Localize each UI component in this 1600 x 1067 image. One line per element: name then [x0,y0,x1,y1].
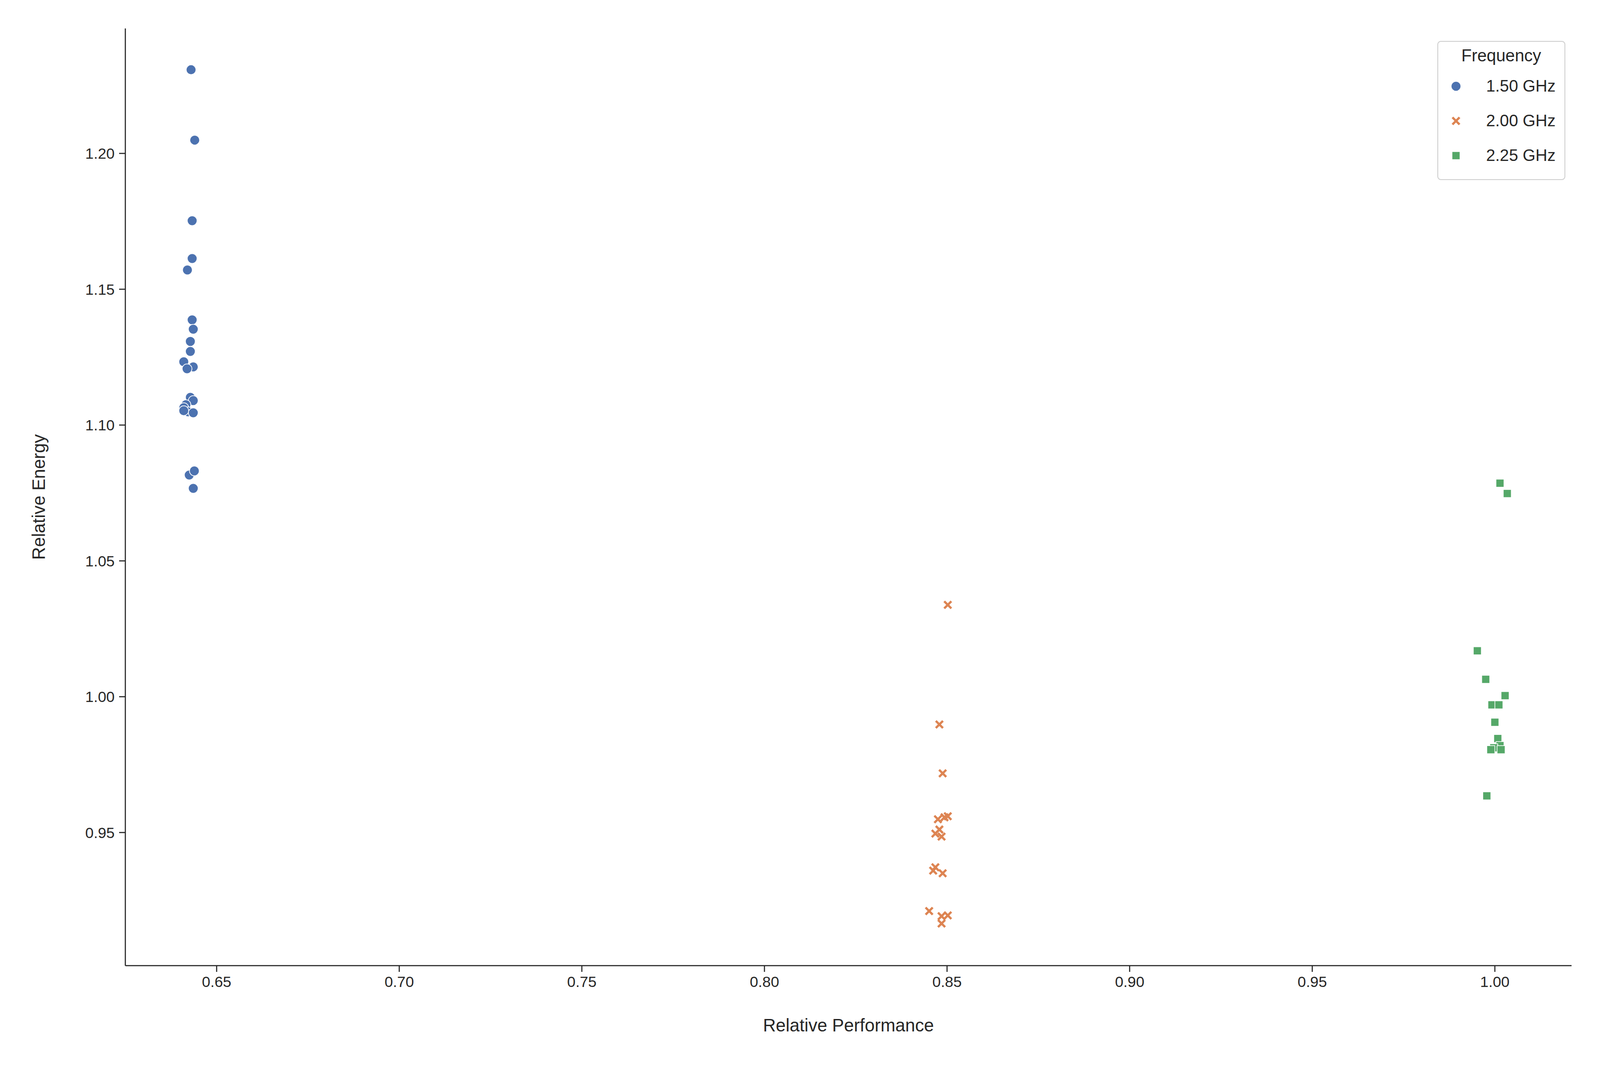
html-text:2.00 GHz: 2.00 GHz [1486,111,1556,130]
svg-text:1.10: 1.10 [85,416,115,434]
html-text:1.50 GHz: 1.50 GHz [1486,76,1556,96]
svg-text:0.85: 0.85 [932,972,962,990]
svg-text:1.00: 1.00 [85,688,115,705]
svg-text:1.00: 1.00 [1480,972,1510,990]
svg-text:1.20: 1.20 [85,144,115,162]
svg-text:1.05: 1.05 [85,552,115,570]
html-text:Frequency: Frequency [1461,46,1542,65]
svg-text:0.65: 0.65 [201,972,232,990]
svg-text:0.95: 0.95 [1297,972,1327,990]
svg-text:1.15: 1.15 [85,280,115,298]
svg-text:0.75: 0.75 [567,972,597,990]
html-text:2.25 GHz: 2.25 GHz [1486,146,1556,165]
svg-text:0.95: 0.95 [85,824,115,841]
svg-text:Relative Energy: Relative Energy [28,434,49,560]
svg-text:Relative Performance: Relative Performance [763,1015,935,1035]
svg-text:0.80: 0.80 [749,972,780,990]
svg-text:0.70: 0.70 [384,972,414,990]
svg-text:0.90: 0.90 [1115,972,1145,990]
